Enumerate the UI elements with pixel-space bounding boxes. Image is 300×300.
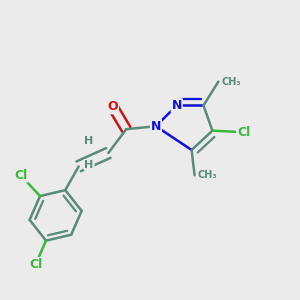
Text: O: O bbox=[107, 100, 118, 113]
Text: H: H bbox=[84, 136, 94, 146]
Text: Cl: Cl bbox=[29, 258, 42, 271]
Text: N: N bbox=[151, 120, 161, 133]
Text: CH₃: CH₃ bbox=[198, 170, 217, 180]
Text: N: N bbox=[172, 99, 182, 112]
Text: Cl: Cl bbox=[14, 169, 27, 182]
Text: CH₃: CH₃ bbox=[221, 76, 241, 87]
Text: Cl: Cl bbox=[237, 126, 250, 139]
Text: H: H bbox=[84, 160, 94, 170]
